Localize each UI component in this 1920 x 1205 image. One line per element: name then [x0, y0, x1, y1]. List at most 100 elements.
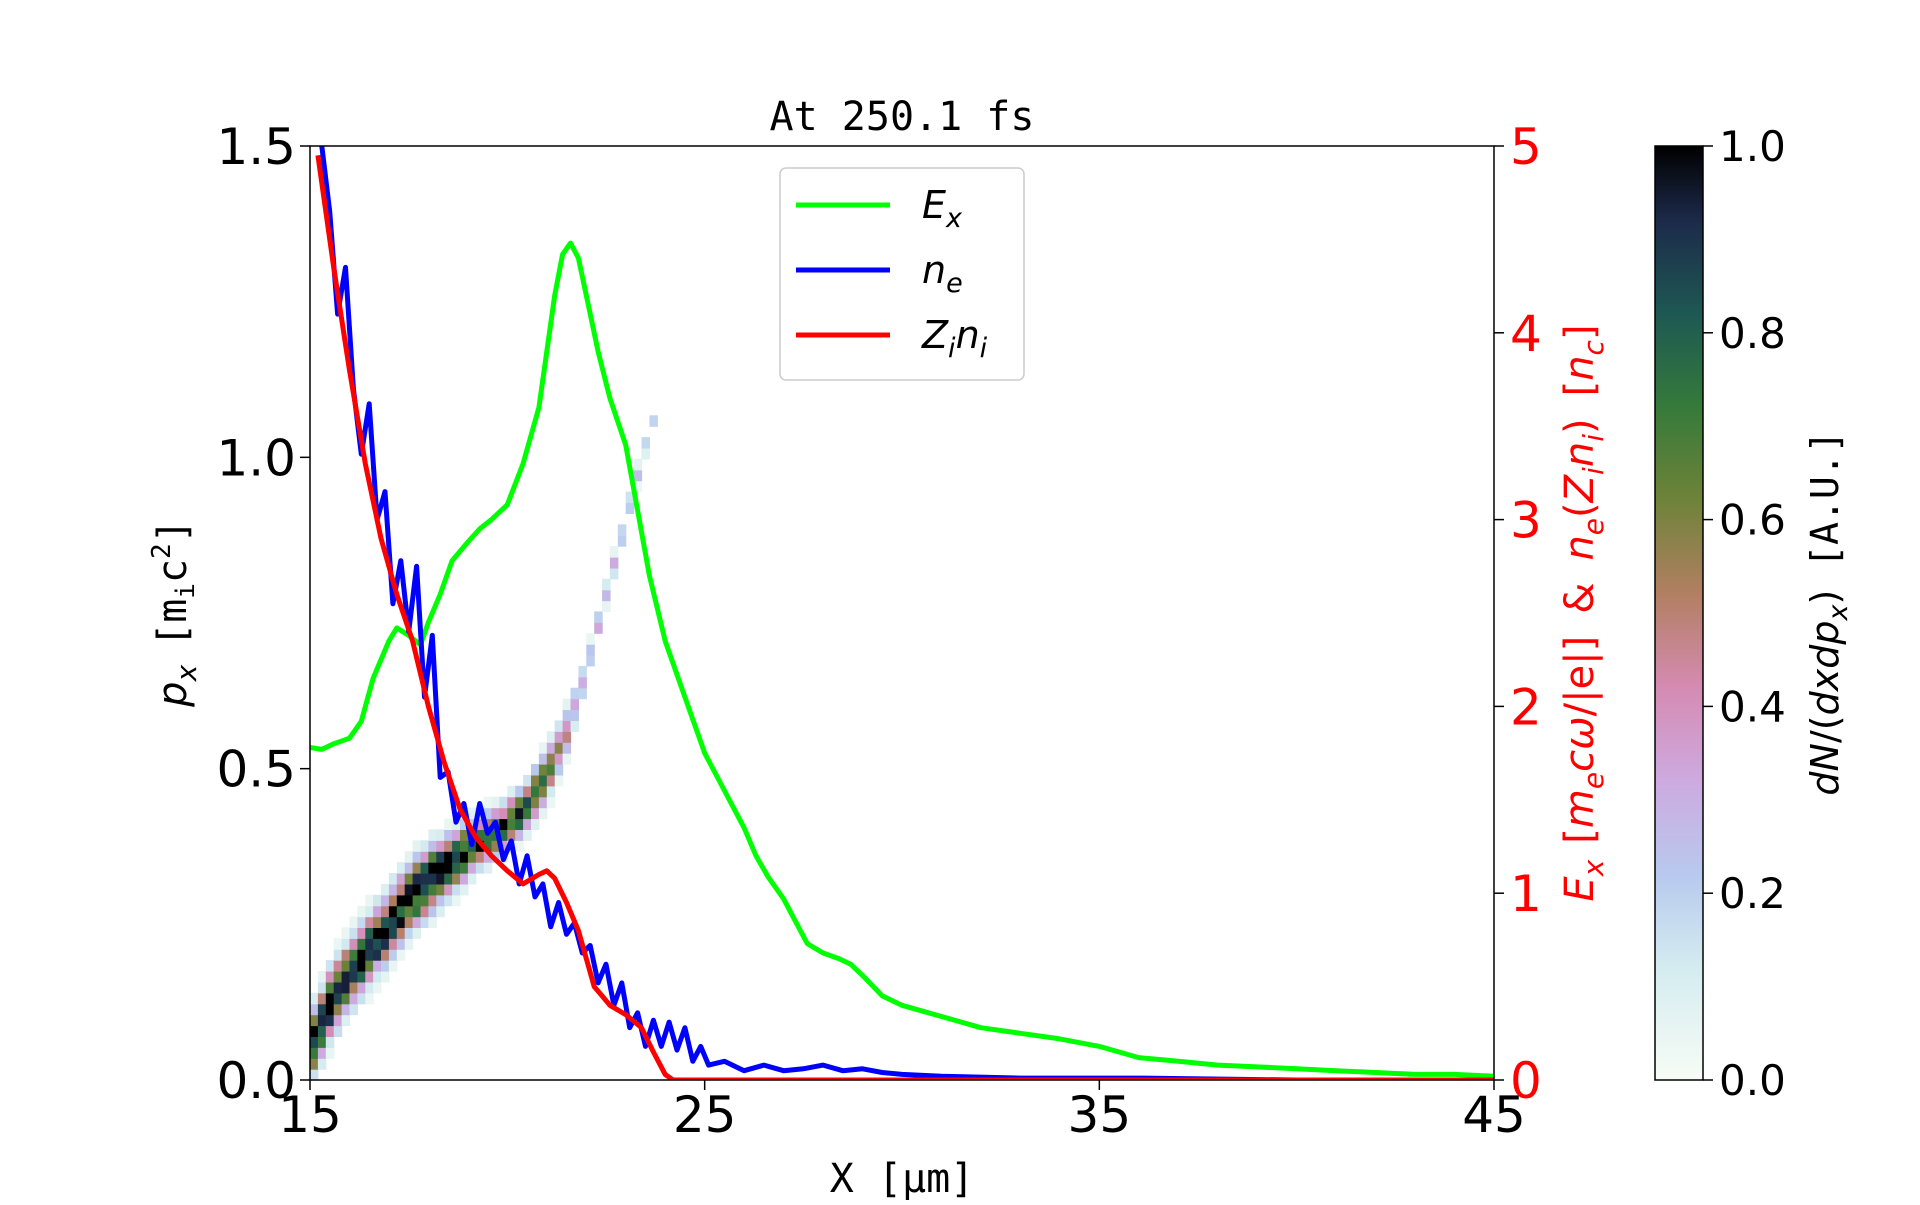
- legend-label-zini: Zini: [921, 313, 988, 364]
- heatmap-cell: [420, 883, 429, 896]
- colorbar-ticks: 0.0 0.2 0.4 0.6 0.8 1.0: [1703, 122, 1786, 1105]
- heatmap-cell: [554, 720, 564, 732]
- right-tick-label: 1: [1510, 865, 1542, 923]
- heatmap-cell: [396, 873, 406, 885]
- heatmap-cell: [515, 796, 524, 809]
- heatmap-cell: [467, 873, 477, 885]
- heatmap-cell: [483, 851, 493, 863]
- heatmap-cell: [436, 840, 445, 852]
- heatmap-cell: [609, 557, 619, 569]
- heatmap-cell: [546, 785, 556, 798]
- heatmap-cell: [357, 960, 366, 972]
- heatmap-cell: [475, 829, 485, 841]
- heatmap-cell: [317, 992, 327, 1005]
- heatmap-cell: [365, 894, 374, 907]
- heatmap-cell: [388, 905, 398, 918]
- heatmap-cell: [420, 873, 429, 885]
- heatmap-cell: [381, 960, 390, 972]
- heatmap-cell: [357, 905, 366, 918]
- heatmap-cell: [333, 1025, 343, 1037]
- heatmap-cell: [349, 981, 358, 994]
- heatmap-cell: [349, 916, 358, 928]
- heatmap-cell: [310, 1025, 319, 1037]
- heatmap-cell: [491, 807, 500, 820]
- heatmap-cell: [317, 971, 327, 983]
- heatmap-cell: [310, 1003, 319, 1016]
- heatmap-cell: [412, 927, 422, 939]
- heatmap-cell: [388, 873, 398, 885]
- heatmap-cell: [467, 807, 477, 820]
- heatmap-cell: [523, 807, 532, 820]
- heatmap-cell: [531, 774, 540, 787]
- heatmap-cell: [475, 818, 485, 830]
- heatmap-cell: [499, 818, 508, 830]
- heatmap-cell: [341, 949, 351, 961]
- heatmap-cell: [538, 785, 548, 798]
- heatmap-cell: [373, 949, 382, 961]
- heatmap-cell: [444, 851, 453, 863]
- heatmap-cell: [404, 862, 414, 874]
- heatmap-cell: [365, 905, 374, 918]
- x-tick-label: 35: [1068, 1086, 1132, 1144]
- heatmap-cell: [333, 992, 343, 1005]
- legend-ne-base: n: [922, 248, 946, 292]
- heatmap-cell: [412, 894, 422, 907]
- series-line-zini: [315, 154, 1494, 1080]
- heatmap-cell: [562, 698, 572, 711]
- heatmap-cell: [373, 927, 382, 939]
- heatmap-cell: [594, 622, 603, 634]
- heatmap-cell: [562, 753, 572, 765]
- left-tick-label: 0.0: [216, 1052, 296, 1110]
- heatmap-cell: [325, 1036, 335, 1048]
- chart-title: At 250.1 fs: [770, 94, 1035, 140]
- heatmap-cell: [310, 1069, 319, 1080]
- heatmap-cell: [365, 938, 374, 950]
- heatmap-cell: [396, 927, 406, 939]
- right-axis-ticks: 0 1 2 3 4 5: [1494, 118, 1542, 1110]
- heatmap-cell: [617, 524, 627, 536]
- legend-zini-base2: n: [956, 313, 980, 357]
- heatmap-cell: [460, 883, 469, 896]
- heatmap-cell: [420, 916, 429, 928]
- heatmap-cell: [341, 960, 351, 972]
- heatmap-cell: [436, 894, 445, 907]
- heatmap-cell: [483, 807, 493, 820]
- left-axis-label: px[mic2]: [147, 519, 203, 708]
- heatmap-cell: [333, 960, 343, 972]
- heatmap-cell: [412, 851, 422, 863]
- heatmap-cell: [357, 981, 366, 994]
- heatmap-cell: [633, 480, 643, 493]
- heatmap-cell: [317, 1058, 327, 1070]
- heatmap-cell: [373, 905, 382, 918]
- heatmap-cell: [404, 883, 414, 896]
- heatmap-cell: [475, 851, 485, 863]
- heatmap-cell: [381, 949, 390, 961]
- heatmap-cell: [546, 731, 556, 743]
- heatmap-cell: [333, 949, 343, 961]
- heatmap-cell: [428, 916, 437, 928]
- left-tick-label: 1.0: [216, 429, 296, 487]
- heatmap-cell: [381, 938, 390, 950]
- heatmap-cell: [436, 883, 445, 896]
- heatmap-cell: [317, 1025, 327, 1037]
- heatmap-cell: [404, 905, 414, 918]
- heatmap-cell: [349, 960, 358, 972]
- heatmap-cell: [460, 862, 469, 874]
- heatmap-cell: [609, 567, 619, 580]
- heatmap-cell: [515, 840, 524, 852]
- heatmap-cell: [349, 1003, 358, 1016]
- heatmap-cell: [341, 992, 351, 1005]
- heatmap-cell: [570, 698, 579, 711]
- heatmap-cell: [396, 905, 406, 918]
- heatmap-cell: [404, 916, 414, 928]
- heatmap-cell: [396, 894, 406, 907]
- heatmap-cell: [420, 851, 429, 863]
- heatmap-cell: [404, 938, 414, 950]
- colorbar-gradient: [1654, 145, 1704, 1081]
- heatmap-cell: [357, 992, 366, 1005]
- heatmap-cell: [523, 785, 532, 798]
- lineout-series: [310, 146, 1494, 1080]
- heatmap-cell: [333, 981, 343, 994]
- heatmap-cell: [396, 916, 406, 928]
